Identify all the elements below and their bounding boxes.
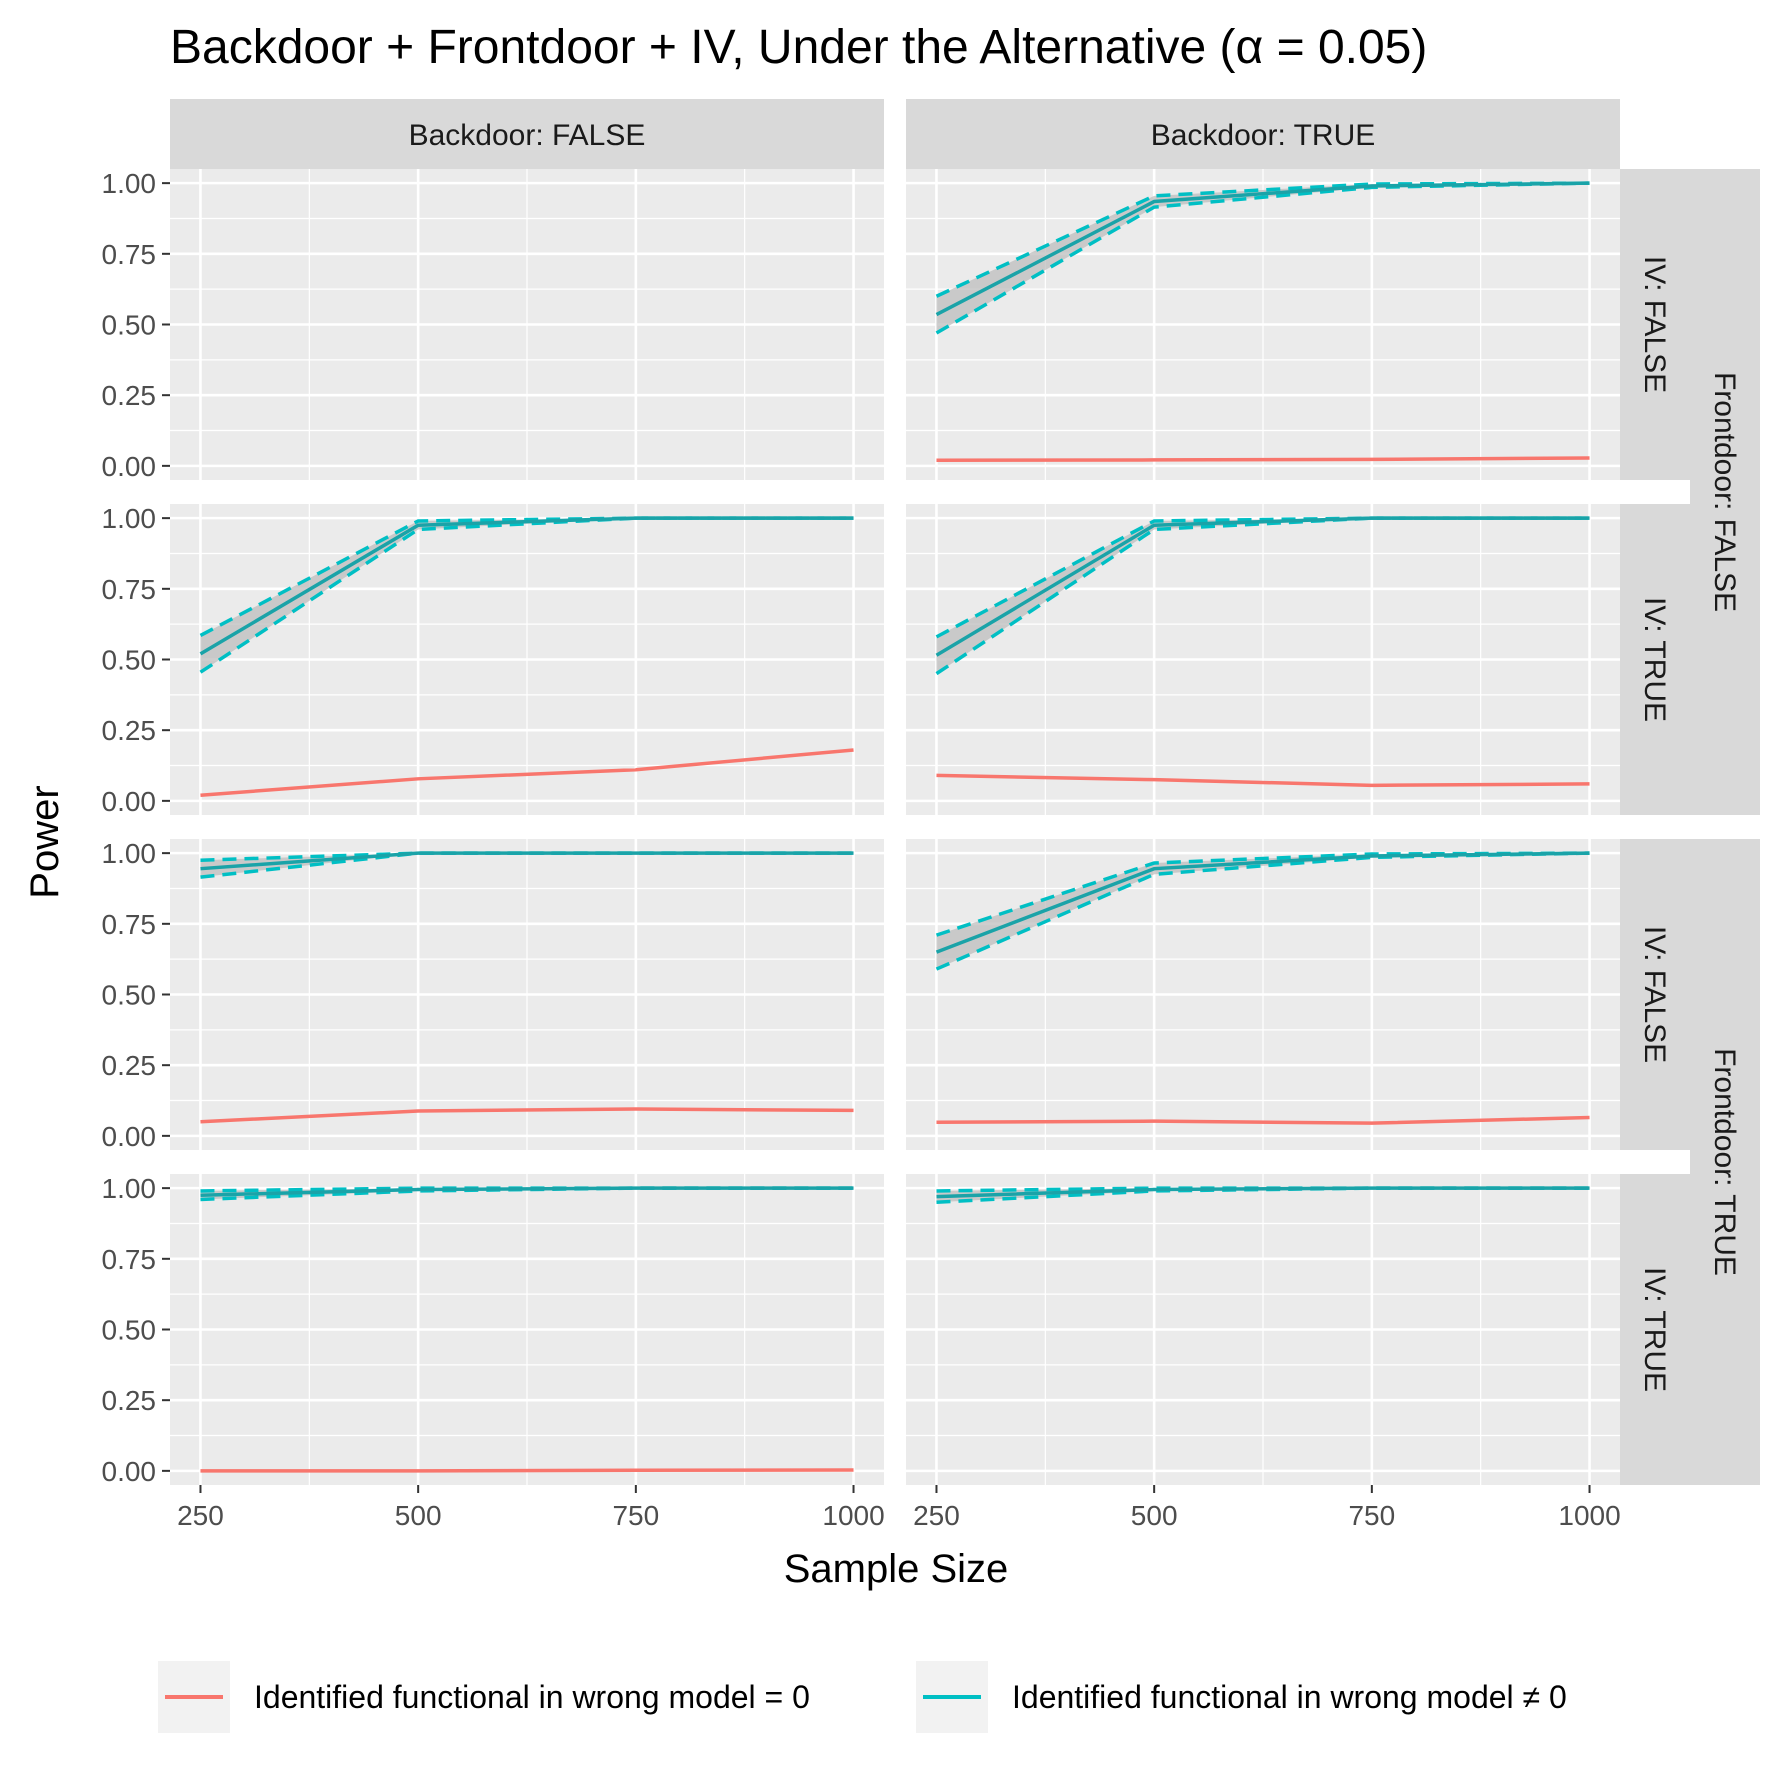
nonzero-mean-line (935, 851, 1590, 954)
nonzero-mean-line (935, 181, 1590, 317)
zero-series-line (936, 456, 1590, 462)
panels-layer: 0.00 0.25 0.50 0.75 1.00 0.00 0.25 0.50 0.75 1.00… (102, 168, 1621, 1531)
row-strip-label: IV: FALSE (1638, 256, 1671, 393)
y-tick-label: 1.00 (102, 503, 157, 534)
row-strip-inner-3: IV: TRUE (1620, 1174, 1690, 1485)
y-tick-label: 0.50 (102, 310, 157, 341)
legend-item-nonzero: Identified functional in wrong model ≠ 0 (916, 1661, 1567, 1733)
x-tick-label: 500 (395, 1500, 442, 1531)
row-strip-label: IV: FALSE (1638, 926, 1671, 1063)
confidence-ribbon (936, 853, 1590, 970)
panel-r1-c1 (906, 504, 1620, 815)
y-tick-label: 1.00 (102, 168, 157, 199)
x-tick-label: 250 (913, 1500, 960, 1531)
row-strip-inner-0: IV: FALSE (1620, 169, 1690, 480)
row-strip-label: IV: TRUE (1638, 1267, 1671, 1392)
legend-label-nonzero: Identified functional in wrong model ≠ 0 (1012, 1679, 1567, 1715)
zero-series-line (200, 748, 854, 797)
y-tick-label: 0.00 (102, 451, 157, 482)
x-tick-label: 500 (1131, 1500, 1178, 1531)
y-tick-label: 0.00 (102, 1121, 157, 1152)
y-tick-label: 0.75 (102, 1244, 157, 1275)
x-tick-label: 1000 (822, 1500, 884, 1531)
legend: Identified functional in wrong model = 0… (158, 1661, 1567, 1733)
panel-r3-c0: 0.00 0.25 0.50 0.75 1.00 250 500 750 1000 (102, 1173, 885, 1531)
panel-r2-c0: 0.00 0.25 0.50 0.75 1.00 (102, 838, 884, 1152)
row-strip-label: Frontdoor: FALSE (1708, 372, 1741, 612)
y-tick-label: 0.75 (102, 909, 157, 940)
column-strip-1: Backdoor: TRUE (906, 99, 1620, 169)
nonzero-mean-line (199, 516, 854, 656)
legend-label-zero: Identified functional in wrong model = 0 (254, 1679, 810, 1715)
y-tick-label: 0.25 (102, 715, 157, 746)
row-strip-outer-1: Frontdoor: TRUE (1690, 839, 1760, 1485)
x-tick-label: 750 (1348, 1500, 1395, 1531)
y-tick-label: 0.00 (102, 1456, 157, 1487)
y-tick-label: 0.25 (102, 1385, 157, 1416)
y-tick-label: 0.25 (102, 380, 157, 411)
zero-series-line (936, 1115, 1590, 1125)
nonzero-mean-line (200, 851, 854, 871)
zero-series-line (200, 1468, 854, 1473)
zero-series-line (936, 773, 1590, 788)
row-strip-label: Frontdoor: TRUE (1708, 1048, 1741, 1276)
row-strip-inner-2: IV: FALSE (1620, 839, 1690, 1150)
nonzero-mean-line (936, 1186, 1590, 1199)
y-tick-label: 1.00 (102, 1173, 157, 1204)
column-strip-label: Backdoor: FALSE (409, 119, 646, 152)
column-strip-0: Backdoor: FALSE (170, 99, 884, 169)
chart-title: Backdoor + Frontdoor + IV, Under the Alt… (170, 21, 1427, 74)
x-tick-label: 1000 (1558, 1500, 1620, 1531)
column-strip-label: Backdoor: TRUE (1151, 119, 1376, 152)
y-tick-label: 0.50 (102, 645, 157, 676)
nonzero-upper-bound-line (935, 181, 1590, 298)
zero-series-line (200, 1107, 854, 1124)
panel-r2-c1 (906, 839, 1620, 1150)
row-strip-inner-1: IV: TRUE (1620, 504, 1690, 815)
legend-item-zero: Identified functional in wrong model = 0 (158, 1661, 810, 1733)
panel-r1-c0: 0.00 0.25 0.50 0.75 1.00 (102, 503, 884, 817)
row-strip-label: IV: TRUE (1638, 597, 1671, 722)
panel-r0-c1 (906, 169, 1620, 480)
x-tick-label: 250 (177, 1500, 224, 1531)
row-strip-outer-0: Frontdoor: FALSE (1690, 169, 1760, 815)
y-axis-title: Power (23, 785, 67, 898)
y-tick-label: 0.50 (102, 1315, 157, 1346)
nonzero-mean-line (200, 1186, 854, 1197)
y-tick-label: 0.50 (102, 980, 157, 1011)
y-tick-label: 0.75 (102, 239, 157, 270)
y-tick-label: 0.25 (102, 1050, 157, 1081)
nonzero-lower-bound-line (935, 851, 1590, 971)
nonzero-mean-line (935, 516, 1590, 657)
y-tick-label: 0.00 (102, 786, 157, 817)
panel-r0-c0: 0.00 0.25 0.50 0.75 1.00 (102, 168, 884, 482)
x-tick-label: 750 (612, 1500, 659, 1531)
x-axis-title: Sample Size (784, 1547, 1009, 1591)
y-tick-label: 1.00 (102, 838, 157, 869)
y-tick-label: 0.75 (102, 574, 157, 605)
panel-r3-c1: 250 500 750 1000 (906, 1174, 1621, 1531)
